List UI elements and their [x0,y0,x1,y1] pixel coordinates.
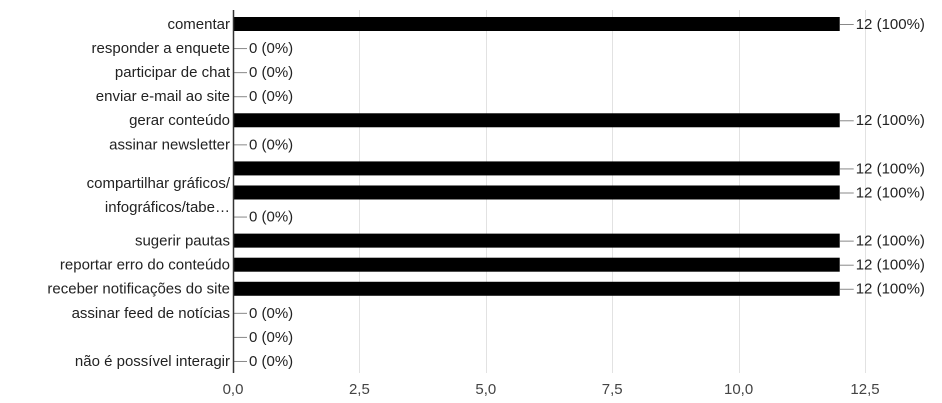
data-label: 12 (100%) [856,184,925,201]
data-label: 0 (0%) [249,209,293,226]
category-label: infográficos/tabe… [105,199,230,216]
category-label: sugerir pautas [135,233,230,250]
data-label: 12 (100%) [856,257,925,274]
data-label: 0 (0%) [249,353,293,370]
data-label: 12 (100%) [856,160,925,177]
category-label: reportar erro do conteúdo [60,257,230,274]
x-tick-label: 12,5 [850,381,879,398]
x-tick-label: 0,0 [223,381,244,398]
data-label: 12 (100%) [856,281,925,298]
category-label: participar de chat [115,64,231,81]
bar [233,17,840,31]
category-label: não é possível interagir [75,353,230,370]
category-label: assinar feed de notícias [72,305,230,322]
x-tick-label: 10,0 [724,381,753,398]
bar [233,113,840,128]
x-tick-label: 5,0 [475,381,496,398]
category-label: enviar e-mail ao site [96,88,230,105]
x-tick-label: 7,5 [602,381,623,398]
category-label: receber notificações do site [47,281,230,298]
data-label: 12 (100%) [856,16,925,33]
data-label: 0 (0%) [249,40,293,57]
category-label: assinar newsletter [109,136,230,153]
data-label: 12 (100%) [856,112,925,129]
category-label: compartilhar gráficos/ [87,175,231,192]
bar [233,185,840,200]
data-label: 12 (100%) [856,233,925,250]
category-label: responder a enquete [92,40,230,57]
data-label: 0 (0%) [249,64,293,81]
category-label: gerar conteúdo [129,112,230,129]
category-label: comentar [167,16,230,33]
bar [233,233,840,248]
data-label: 0 (0%) [249,305,293,322]
x-tick-label: 2,5 [349,381,370,398]
bar [233,281,840,296]
data-label: 0 (0%) [249,88,293,105]
data-label: 0 (0%) [249,329,293,346]
bar [233,161,840,176]
bar [233,257,840,272]
data-label: 0 (0%) [249,136,293,153]
